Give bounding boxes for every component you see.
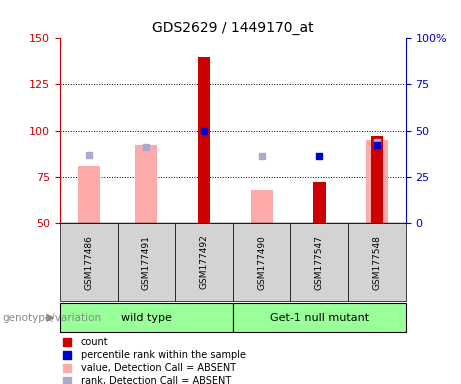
Bar (251, 190, 272, 223)
Text: GSM177486: GSM177486 (84, 235, 93, 290)
Text: genotype/variation: genotype/variation (2, 313, 101, 323)
Bar (233, 303, 406, 333)
Text: wild type: wild type (121, 313, 172, 323)
Bar (136, 145, 157, 223)
Text: value, Detection Call = ABSENT: value, Detection Call = ABSENT (81, 362, 236, 372)
Text: Get-1 null mutant: Get-1 null mutant (270, 313, 369, 323)
Bar (348, 223, 406, 301)
Text: percentile rank within the sample: percentile rank within the sample (81, 349, 246, 359)
Text: GSM177548: GSM177548 (372, 235, 381, 290)
Bar (290, 223, 348, 301)
Bar (78, 166, 100, 223)
Bar (60, 303, 233, 333)
Text: GSM177547: GSM177547 (315, 235, 324, 290)
Text: GSM177492: GSM177492 (200, 235, 208, 290)
Bar (233, 223, 290, 301)
Bar (371, 136, 383, 223)
Bar (60, 223, 118, 301)
Title: GDS2629 / 1449170_at: GDS2629 / 1449170_at (152, 21, 313, 35)
Bar (175, 223, 233, 301)
Text: rank, Detection Call = ABSENT: rank, Detection Call = ABSENT (81, 376, 231, 384)
Bar (313, 182, 325, 223)
Bar (366, 140, 388, 223)
Text: GSM177490: GSM177490 (257, 235, 266, 290)
Text: count: count (81, 336, 108, 347)
Bar (198, 57, 210, 223)
Bar (118, 223, 175, 301)
Text: GSM177491: GSM177491 (142, 235, 151, 290)
